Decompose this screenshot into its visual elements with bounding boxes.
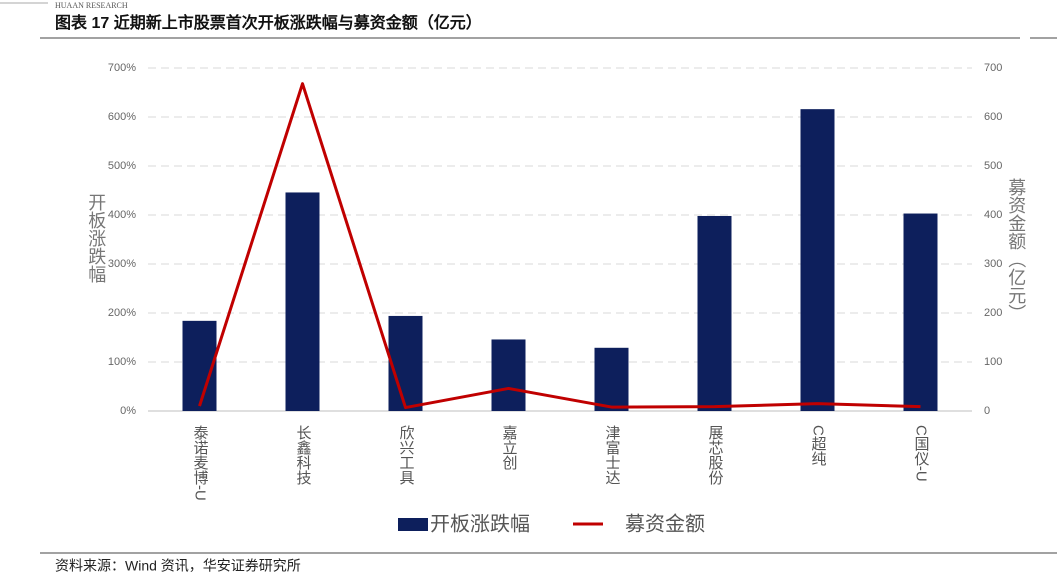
- legend-swatch: [398, 518, 428, 531]
- x-tick-label: 津富士达: [604, 425, 621, 485]
- x-tick-label: 嘉立创: [501, 425, 518, 471]
- bar: [491, 339, 526, 411]
- chart-title: 图表 17 近期新上市股票首次开板涨跌幅与募资金额（亿元）: [55, 13, 482, 32]
- bar: [697, 215, 732, 411]
- legend-label: 开板涨跌幅: [430, 512, 530, 535]
- line: [198, 82, 921, 410]
- y-tick-label: 700%: [108, 62, 136, 74]
- y2-tick-label: 100: [984, 356, 1002, 368]
- y-tick-label: 300%: [108, 258, 136, 270]
- brand: HUAAN RESEARCH: [55, 1, 128, 10]
- bar: [285, 192, 320, 411]
- y-tick-label: 100%: [108, 356, 136, 368]
- y-tick-label: 0%: [120, 405, 136, 417]
- bar: [800, 109, 835, 411]
- y2-tick-label: 200: [984, 307, 1002, 319]
- y-tick-label: 500%: [108, 160, 136, 172]
- bar: [388, 315, 423, 411]
- x-tick-label: C超纯: [810, 425, 827, 466]
- x-tick-label: 长鑫科技: [295, 425, 312, 486]
- x-tick-label: 展芯股份: [707, 425, 724, 486]
- y2-tick-label: 300: [984, 258, 1002, 270]
- y-tick-label: 600%: [108, 111, 136, 123]
- y-axis-title: 开板涨跌幅: [86, 193, 106, 283]
- y2-tick-label: 500: [984, 160, 1002, 172]
- y2-tick-label: 700: [984, 62, 1002, 74]
- legend-label: 募资金额: [625, 512, 705, 535]
- source: 资料来源：Wind 资讯，华安证券研究所: [55, 558, 301, 574]
- bar: [903, 213, 938, 411]
- x-tick-label: C国仪-U: [913, 425, 930, 482]
- x-tick-label: 欣兴工具: [398, 425, 415, 485]
- y-tick-label: 400%: [108, 209, 136, 221]
- x-tick-label: 泰诺麦博-U: [192, 425, 209, 501]
- y-tick-label: 200%: [108, 307, 136, 319]
- y2-tick-label: 0: [984, 405, 990, 417]
- bar: [594, 347, 629, 411]
- y2-tick-label: 600: [984, 111, 1002, 123]
- y2-axis-title: 募资金额（亿元）: [1006, 178, 1026, 322]
- y2-tick-label: 400: [984, 209, 1002, 221]
